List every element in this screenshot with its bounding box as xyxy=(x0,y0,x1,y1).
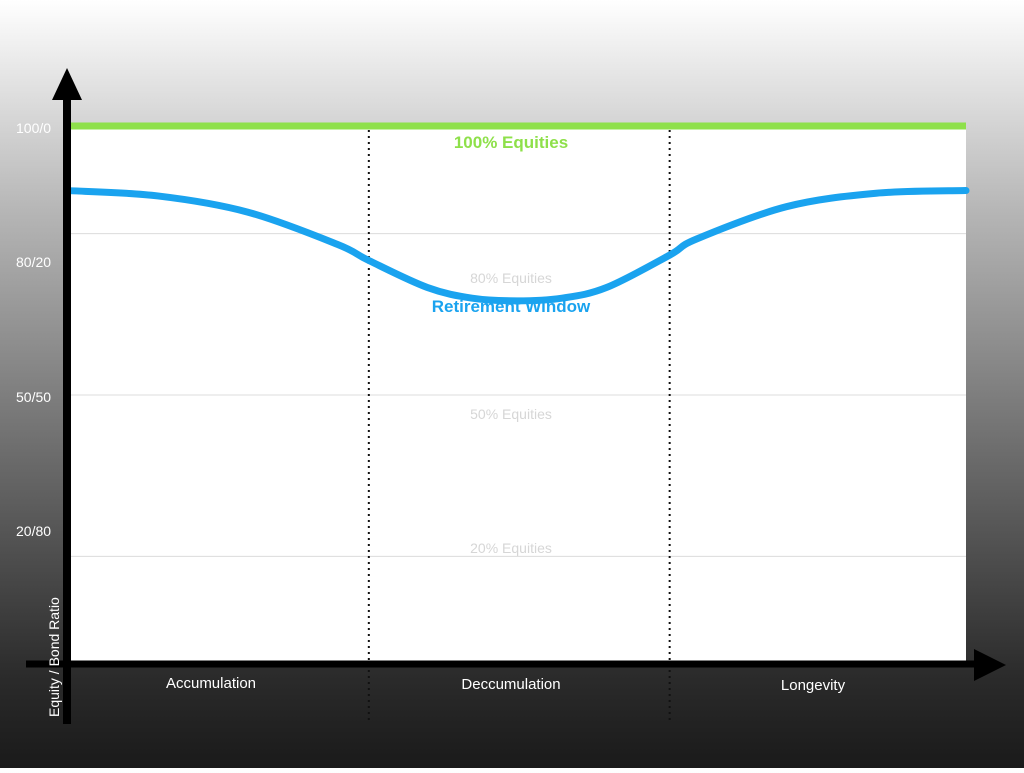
series-line-retirement-window xyxy=(64,187,970,305)
y-tick-label-80: 80/20 xyxy=(16,254,52,270)
phase-label-accumulation: Accumulation xyxy=(165,675,257,692)
phase-label-deccumulation: Deccumulation xyxy=(461,676,561,693)
phase-label-longevity: Longevity xyxy=(780,677,846,694)
series-label-retirement-window: Retirement Window xyxy=(431,297,591,316)
series-label-100-equities: 100% Equities xyxy=(453,133,569,152)
y-tick-label-100: 100/0 xyxy=(16,120,52,136)
reference-label-50: 50% Equities xyxy=(470,406,552,422)
y-tick-label-50: 50/50 xyxy=(16,389,52,405)
y-axis-arrowhead xyxy=(52,68,82,100)
y-tick-label-20: 20/80 xyxy=(16,523,52,539)
y-axis-label: Equity / Bond Ratio xyxy=(46,597,62,717)
reference-label-80: 80% Equities xyxy=(470,270,552,286)
reference-label-20: 20% Equities xyxy=(470,540,552,556)
x-axis-arrowhead xyxy=(974,649,1006,681)
